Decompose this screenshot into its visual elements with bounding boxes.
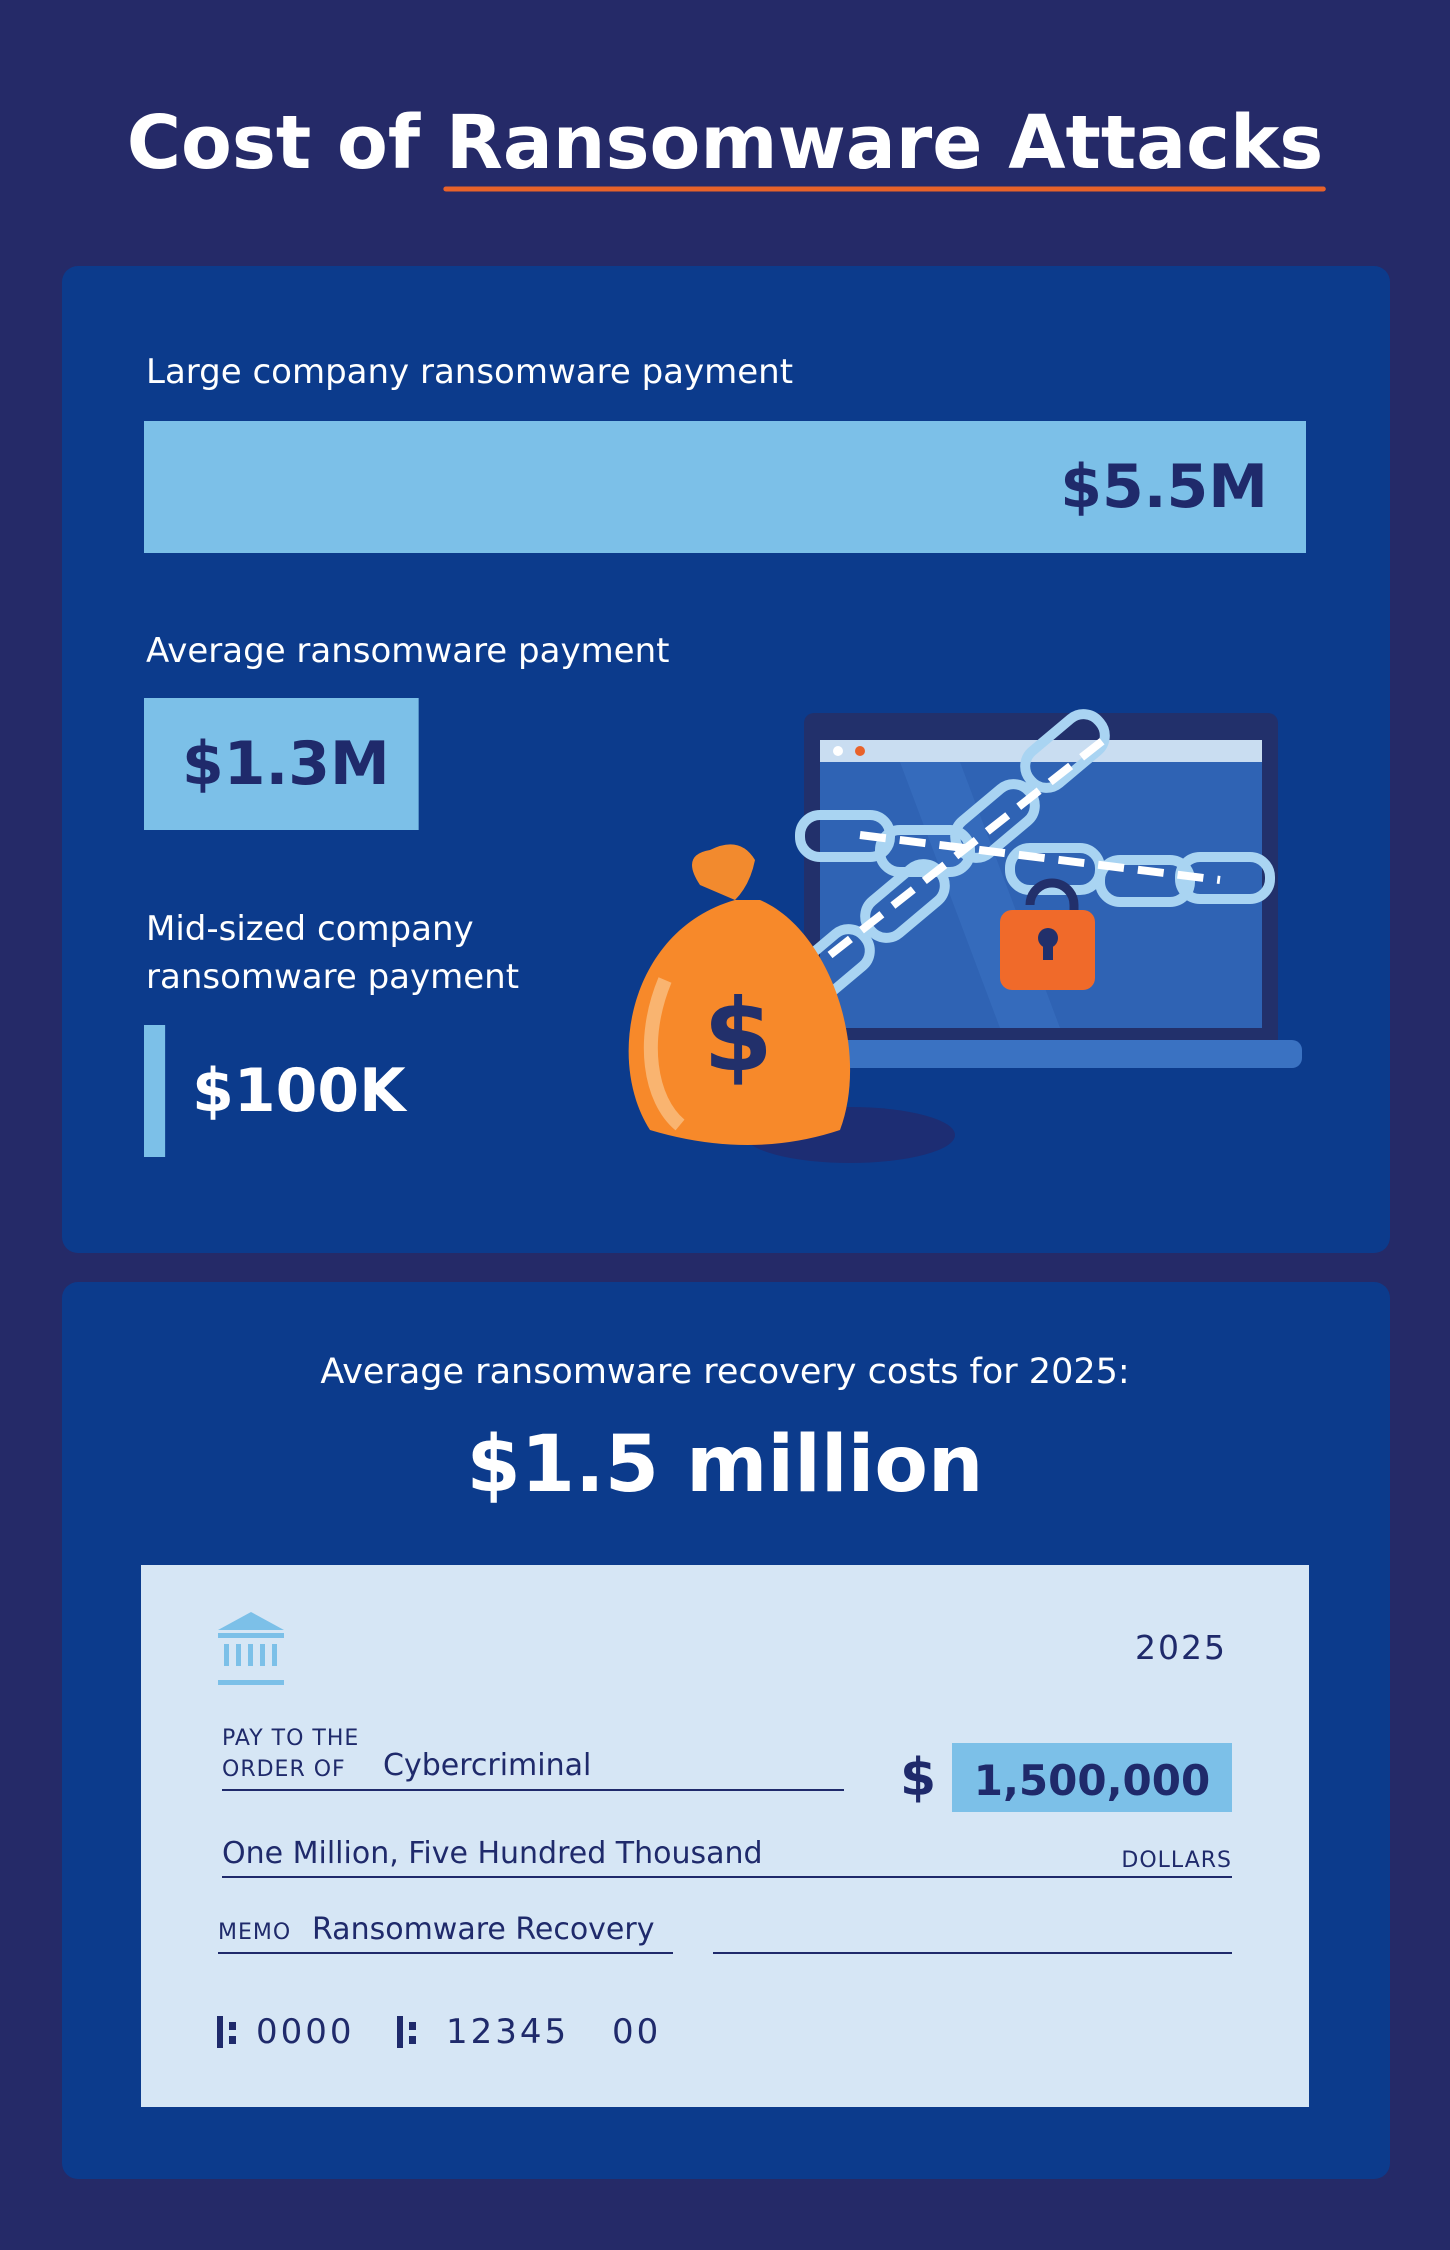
check-amount: 1,500,000: [973, 1756, 1211, 1805]
bar: [144, 1025, 166, 1157]
currency-sign: $: [900, 1748, 937, 1808]
check: [141, 1565, 1309, 2107]
micr-symbols: [217, 2016, 416, 2048]
micr: 00: [612, 2012, 662, 2052]
title-lead: Cost of: [126, 100, 421, 186]
bar-label: Mid-sized company ransomware payment: [146, 909, 520, 997]
bar-label: Average ransomware payment: [146, 631, 670, 671]
recovery-caption: Average ransomware recovery costs for 20…: [320, 1352, 1130, 1392]
amount-box: [952, 1743, 1232, 1812]
amount-words: One Million, Five Hundred Thousand: [222, 1836, 763, 1871]
pay-to-label: ORDER OF: [222, 1757, 346, 1782]
check-lines: [218, 1789, 1232, 1954]
bar: [144, 698, 419, 830]
micr: 0000: [256, 2012, 355, 2052]
value-label: $100K: [192, 1056, 406, 1126]
memo-label: MEMO: [218, 1920, 292, 1945]
bank-icon: [218, 1612, 284, 1685]
payee: Cybercriminal: [383, 1748, 592, 1783]
value-label: $1.3M: [182, 729, 390, 799]
check-year: 2025: [1135, 1628, 1227, 1667]
bar-label: Large company ransomware payment: [146, 352, 794, 392]
illustration: $: [628, 709, 1302, 1163]
title: Cost of Ransomware Attacks: [0, 100, 1450, 186]
value-label: $5.5M: [1060, 452, 1268, 522]
svg-text:$: $: [703, 977, 773, 1094]
memo: Ransomware Recovery: [312, 1912, 655, 1947]
bar: [144, 421, 1306, 553]
title-highlight: Ransomware Attacks: [445, 100, 1324, 186]
recovery-amount: $1.5 million: [466, 1420, 984, 1510]
micr: 12345: [446, 2012, 570, 2052]
pay-to-label: PAY TO THE: [222, 1726, 360, 1751]
dollars-label: DOLLARS: [1121, 1848, 1232, 1873]
